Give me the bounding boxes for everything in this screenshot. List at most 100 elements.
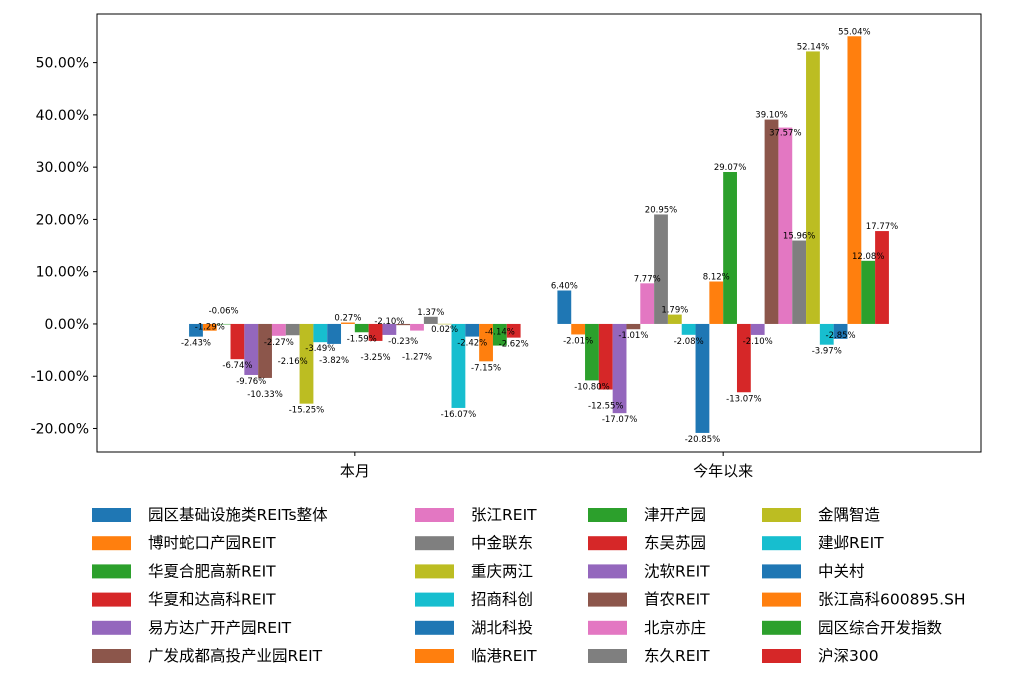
bar: [557, 290, 572, 324]
legend-swatch: [762, 508, 801, 522]
data-label: -1.27%: [402, 353, 432, 363]
legend-label: 湖北科投: [471, 619, 533, 637]
legend-swatch: [92, 508, 131, 522]
legend-item: 张江REIT: [415, 506, 537, 524]
legend-label: 建邺REIT: [818, 534, 884, 552]
data-label: 0.27%: [334, 314, 361, 324]
legend-label: 重庆两江: [471, 562, 533, 580]
legend-label: 中金联东: [471, 534, 533, 552]
data-label: 55.04%: [838, 27, 870, 37]
data-label: -0.06%: [209, 306, 239, 316]
bar: [681, 323, 696, 335]
data-label: 20.95%: [645, 205, 677, 215]
legend-swatch: [92, 620, 131, 635]
data-label: 1.37%: [417, 308, 444, 318]
y-tick-label: 40.00%: [36, 108, 89, 124]
legend-item: 建邺REIT: [762, 534, 884, 552]
legend-item: 中关村: [762, 562, 865, 580]
legend-item: 重庆两江: [415, 562, 533, 580]
legend-label: 沈软REIT: [644, 562, 710, 580]
bar: [598, 323, 613, 390]
legend-swatch: [92, 592, 131, 607]
legend-swatch: [762, 536, 801, 551]
data-label: 1.79%: [661, 306, 688, 316]
legend-item: 湖北科投: [415, 619, 533, 637]
bar: [230, 323, 245, 360]
bar: [640, 283, 655, 324]
legend-swatch: [415, 508, 454, 522]
legend-item: 园区基础设施类REITs整体: [92, 506, 328, 524]
legend-label: 招商科创: [471, 591, 533, 609]
bar: [313, 323, 328, 343]
bar: [202, 323, 217, 331]
data-label: -15.25%: [289, 406, 324, 416]
data-label: 12.08%: [852, 252, 884, 262]
y-tick-label: 10.00%: [36, 265, 89, 281]
bar: [833, 323, 848, 339]
bar: [396, 323, 411, 326]
legend-label: 津开产园: [644, 506, 706, 524]
bar: [479, 323, 493, 362]
legend-label: 张江高科600895.SH: [818, 591, 966, 609]
data-label: -2.42%: [457, 339, 487, 349]
bar: [258, 323, 272, 378]
legend-swatch: [415, 592, 454, 607]
bar: [341, 322, 355, 324]
legend-swatch: [415, 620, 454, 635]
legend-swatch: [588, 649, 627, 663]
bar: [612, 323, 627, 414]
bar: [709, 281, 724, 324]
legend-label: 东吴苏园: [644, 534, 706, 552]
legend-swatch: [588, 620, 627, 635]
legend-label: 易方达广开产园REIT: [148, 619, 292, 637]
data-label: 8.12%: [703, 273, 730, 283]
data-label: -3.49%: [305, 344, 335, 354]
data-label: -3.82%: [319, 356, 349, 366]
data-label: -2.62%: [499, 340, 529, 350]
legend-swatch: [588, 508, 627, 522]
y-tick-label: -10.00%: [31, 369, 89, 385]
legend-item: 招商科创: [415, 591, 533, 609]
bar: [327, 323, 342, 344]
legend-label: 金隅智造: [818, 506, 881, 524]
bar: [285, 323, 300, 336]
bar: [368, 323, 383, 341]
bar: [216, 323, 231, 325]
legend-swatch: [92, 564, 131, 579]
legend-item: 广发成都高投产业园REIT: [92, 647, 323, 665]
data-label: 0.02%: [431, 325, 458, 335]
data-label: -1.59%: [347, 334, 377, 344]
legend-label: 博时蛇口产园REIT: [148, 534, 276, 552]
legend-swatch: [762, 564, 801, 579]
bar: [792, 240, 807, 324]
legend-swatch: [415, 649, 454, 663]
bar: [819, 323, 834, 345]
bar: [465, 323, 480, 337]
data-label: -0.23%: [388, 337, 418, 347]
bar: [492, 323, 507, 346]
data-label: 15.96%: [783, 232, 815, 242]
data-label: -10.33%: [247, 390, 282, 400]
legend-item: 华夏和达高科REIT: [92, 591, 276, 609]
legend-swatch: [92, 536, 131, 551]
legend-label: 园区综合开发指数: [818, 619, 943, 637]
legend-item: 津开产园: [588, 506, 706, 524]
y-tick-label: 30.00%: [36, 160, 89, 176]
data-label: -7.15%: [471, 363, 501, 373]
data-label: 17.77%: [866, 222, 898, 232]
data-label: -2.43%: [181, 339, 211, 349]
y-tick-label: 20.00%: [36, 212, 89, 228]
legend-swatch: [588, 564, 627, 579]
bar: [244, 323, 259, 375]
y-tick-label: 0.00%: [45, 317, 89, 333]
data-label: -1.29%: [195, 323, 225, 333]
legend-item: 东吴苏园: [588, 534, 706, 552]
legend-item: 中金联东: [415, 534, 533, 552]
bar: [654, 214, 668, 324]
bar: [695, 323, 710, 433]
legend-label: 华夏合肥高新REIT: [148, 562, 276, 580]
y-axis: -20.00% -10.00% 0.00% 10.00% 20.00% 30.00% 40.…: [31, 56, 97, 437]
bar: [585, 323, 599, 381]
